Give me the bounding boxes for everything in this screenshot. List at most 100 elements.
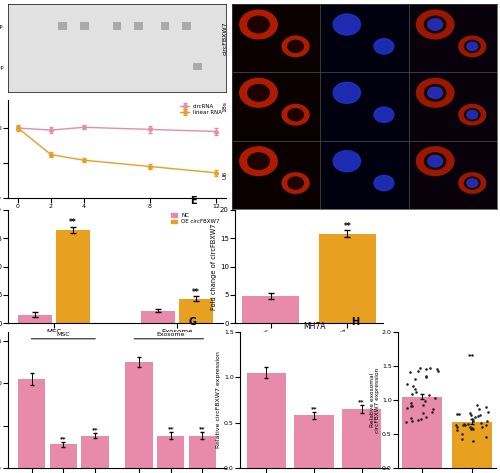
Point [466,409,474,417]
Circle shape [282,35,310,57]
Circle shape [282,172,310,194]
Point [474,401,482,409]
Circle shape [288,177,304,189]
Circle shape [374,39,394,54]
Bar [160,22,170,30]
Circle shape [239,78,278,108]
Bar [408,4,497,72]
Point [471,413,479,421]
Point [466,412,474,419]
Circle shape [424,153,446,169]
Point [422,366,430,373]
Legend: circRNA, linear RNA: circRNA, linear RNA [179,103,223,116]
Text: **: ** [344,222,351,231]
X-axis label: Actinomycin D treatment (hours): Actinomycin D treatment (hours) [60,212,175,219]
Text: **: ** [69,218,76,227]
Bar [402,396,442,468]
Text: **: ** [199,427,205,431]
Text: 250bp: 250bp [0,25,4,29]
Text: H: H [351,317,359,327]
Text: E: E [190,196,197,206]
Point [464,420,471,428]
Bar [232,140,320,209]
Point [430,405,438,412]
Y-axis label: Fold change of circFBXW7: Fold change of circFBXW7 [211,223,217,310]
Text: **: ** [311,406,318,411]
Text: **: ** [358,400,365,404]
Bar [80,22,88,30]
Bar [232,4,320,72]
Circle shape [467,179,477,187]
Bar [182,22,191,30]
Circle shape [416,9,455,40]
Point [406,403,414,410]
Circle shape [239,146,278,176]
Circle shape [424,85,446,101]
Point [484,408,492,416]
Text: **: ** [468,354,475,360]
Point [478,423,486,431]
Point [417,415,425,422]
Point [460,421,468,429]
Circle shape [467,111,477,119]
Point [416,364,424,372]
Circle shape [288,109,304,121]
Text: MSC: MSC [56,332,70,337]
Point [404,380,411,388]
Point [476,411,484,419]
Point [458,421,466,429]
Point [474,412,482,420]
Title: MH7A: MH7A [298,200,320,209]
Point [412,388,420,396]
Circle shape [424,16,446,33]
Point [468,417,476,425]
Bar [58,22,67,30]
Point [466,423,473,431]
Point [468,426,475,433]
Point [408,382,416,389]
Point [411,375,419,383]
Bar [408,72,497,140]
Bar [232,72,320,140]
Circle shape [333,82,360,104]
Bar [194,63,202,70]
Circle shape [333,14,360,35]
Point [454,423,462,430]
Point [406,414,414,422]
Bar [318,234,376,323]
Point [402,418,410,426]
Text: U6: U6 [222,171,228,179]
Point [419,409,427,417]
Circle shape [467,42,477,51]
Point [412,385,420,393]
Point [418,401,426,409]
Text: **: ** [92,428,98,432]
Point [422,413,430,420]
Circle shape [428,87,442,98]
Legend: NC, OE circFBXW7: NC, OE circFBXW7 [170,213,220,225]
Point [434,368,442,375]
Bar [408,140,497,209]
Bar [157,436,184,468]
Point [482,434,490,441]
Text: Exosome: Exosome [156,332,185,337]
Point [430,394,438,402]
Bar [320,72,408,140]
Bar [56,230,90,323]
Text: circFBXW7: circFBXW7 [222,21,228,55]
Bar [50,444,77,468]
Point [414,416,422,424]
Y-axis label: Relative exosomal
circFBXW7 expression: Relative exosomal circFBXW7 expression [370,368,380,433]
Point [483,418,491,425]
Circle shape [416,78,455,108]
Point [422,372,430,380]
Circle shape [248,85,269,101]
Circle shape [416,146,455,176]
Point [458,430,466,438]
Circle shape [239,9,278,40]
Point [403,404,411,412]
Point [414,367,422,374]
Point [458,435,466,443]
Text: G: G [188,317,196,327]
Point [476,406,484,413]
